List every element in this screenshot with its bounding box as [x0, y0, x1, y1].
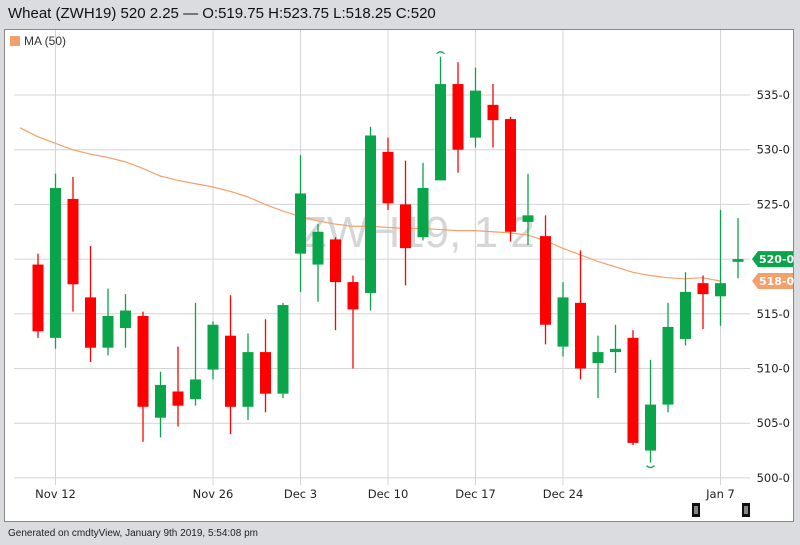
y-axis-tick-label: 530-0	[757, 143, 790, 157]
candle[interactable]	[557, 282, 569, 357]
y-axis-tick-label: 500-0	[757, 471, 790, 485]
candle[interactable]	[190, 302, 201, 406]
legend[interactable]: MA (50)	[10, 34, 66, 48]
candle[interactable]	[470, 67, 481, 148]
ma-legend-swatch-icon	[10, 36, 20, 46]
x-axis-tick-label: Nov 12	[35, 487, 76, 501]
candle[interactable]	[85, 245, 96, 362]
candle[interactable]	[505, 116, 516, 242]
last-price-badge: 520-0	[752, 251, 795, 268]
candle[interactable]	[347, 275, 359, 369]
candle[interactable]	[365, 126, 376, 311]
candle[interactable]	[715, 209, 726, 326]
candle[interactable]	[382, 137, 394, 210]
candle[interactable]	[522, 173, 534, 245]
y-axis-tick-label: 510-0	[757, 362, 790, 376]
candle[interactable]	[697, 275, 709, 330]
candle[interactable]	[680, 272, 691, 346]
candle[interactable]	[137, 311, 149, 442]
candle[interactable]	[645, 359, 656, 463]
candle[interactable]	[120, 294, 131, 348]
chart-panel[interactable]	[4, 29, 794, 522]
high-marker-icon	[436, 51, 445, 55]
y-axis-tick-label: 515-0	[757, 307, 790, 321]
candle[interactable]	[277, 302, 289, 399]
candle[interactable]	[400, 160, 411, 286]
x-axis-tick-label: Dec 3	[284, 487, 317, 501]
candle[interactable]	[592, 335, 604, 399]
candle[interactable]	[207, 321, 219, 380]
x-axis-tick-label: Dec 17	[455, 487, 496, 501]
scroll-handle-right[interactable]	[742, 503, 750, 517]
candle[interactable]	[102, 288, 114, 356]
svg-text:520-0: 520-0	[759, 253, 795, 266]
candle[interactable]	[260, 319, 271, 413]
candle[interactable]	[417, 162, 429, 241]
candle[interactable]	[732, 218, 744, 279]
candle[interactable]	[627, 330, 639, 446]
candle[interactable]	[662, 302, 674, 413]
x-axis-tick-label: Nov 26	[193, 487, 234, 501]
y-axis-tick-label: 535-0	[757, 88, 790, 102]
candle[interactable]	[452, 62, 464, 173]
candle[interactable]	[540, 215, 551, 345]
candle[interactable]	[155, 371, 166, 438]
low-marker-icon	[646, 465, 655, 469]
ma-value-badge: 518-0	[752, 272, 795, 289]
candle[interactable]	[487, 84, 499, 148]
y-axis-tick-label: 525-0	[757, 197, 790, 211]
candle[interactable]	[50, 173, 61, 349]
candle[interactable]	[435, 56, 446, 181]
y-axis-tick-label: 505-0	[757, 416, 790, 430]
legend-label: MA (50)	[24, 34, 67, 48]
scroll-handle-left[interactable]	[692, 503, 700, 517]
candle[interactable]	[67, 177, 79, 312]
chart-title: Wheat (ZWH19) 520 2.25 — O:519.75 H:523.…	[8, 5, 436, 22]
candle[interactable]	[172, 346, 184, 427]
candle[interactable]	[225, 295, 236, 435]
candle[interactable]	[610, 324, 621, 373]
candle[interactable]	[575, 250, 586, 380]
x-axis-tick-label: Dec 10	[368, 487, 409, 501]
candle[interactable]	[312, 224, 324, 302]
x-axis-tick-label: Jan 7	[705, 487, 735, 501]
candle[interactable]	[330, 237, 341, 331]
candle[interactable]	[242, 333, 254, 420]
candle[interactable]	[295, 155, 306, 292]
candle[interactable]	[32, 253, 44, 338]
footer-text: Generated on cmdtyView, January 9th 2019…	[8, 528, 258, 539]
svg-text:518-0: 518-0	[759, 275, 795, 288]
x-axis-tick-label: Dec 24	[543, 487, 584, 501]
